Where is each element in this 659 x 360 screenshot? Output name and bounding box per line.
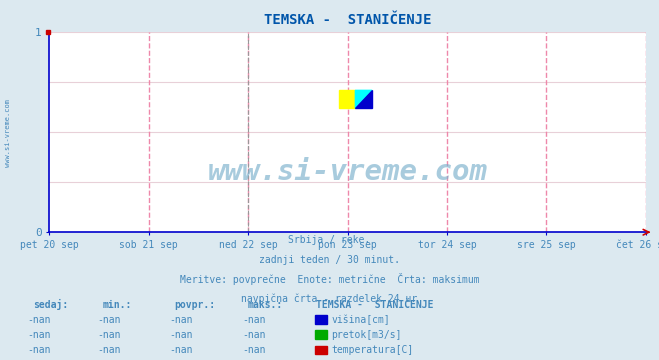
Text: TEMSKA -  STANIČENJE: TEMSKA - STANIČENJE bbox=[316, 300, 434, 310]
Text: -nan: -nan bbox=[97, 315, 121, 325]
Text: -nan: -nan bbox=[169, 345, 193, 355]
Polygon shape bbox=[355, 90, 372, 108]
Text: sedaj:: sedaj: bbox=[33, 299, 68, 310]
Text: višina[cm]: višina[cm] bbox=[331, 315, 390, 325]
Text: Srbija / reke.: Srbija / reke. bbox=[289, 235, 370, 245]
FancyBboxPatch shape bbox=[339, 90, 355, 108]
Text: -nan: -nan bbox=[28, 315, 51, 325]
Text: pretok[m3/s]: pretok[m3/s] bbox=[331, 330, 402, 340]
Text: navpična črta - razdelek 24 ur: navpična črta - razdelek 24 ur bbox=[241, 294, 418, 305]
Title: TEMSKA -  STANIČENJE: TEMSKA - STANIČENJE bbox=[264, 13, 432, 27]
Text: -nan: -nan bbox=[28, 330, 51, 340]
Text: -nan: -nan bbox=[28, 345, 51, 355]
Text: povpr.:: povpr.: bbox=[175, 300, 215, 310]
Text: -nan: -nan bbox=[242, 315, 266, 325]
Text: min.:: min.: bbox=[102, 300, 132, 310]
Text: -nan: -nan bbox=[97, 330, 121, 340]
Text: -nan: -nan bbox=[242, 330, 266, 340]
Text: -nan: -nan bbox=[169, 330, 193, 340]
Text: -nan: -nan bbox=[169, 315, 193, 325]
Text: -nan: -nan bbox=[97, 345, 121, 355]
Text: temperatura[C]: temperatura[C] bbox=[331, 345, 414, 355]
Text: zadnji teden / 30 minut.: zadnji teden / 30 minut. bbox=[259, 255, 400, 265]
Text: -nan: -nan bbox=[242, 345, 266, 355]
Text: maks.:: maks.: bbox=[247, 300, 282, 310]
Text: www.si-vreme.com: www.si-vreme.com bbox=[208, 158, 488, 186]
Text: www.si-vreme.com: www.si-vreme.com bbox=[5, 99, 11, 167]
Text: Meritve: povprečne  Enote: metrične  Črta: maksimum: Meritve: povprečne Enote: metrične Črta:… bbox=[180, 273, 479, 285]
Polygon shape bbox=[355, 90, 372, 108]
